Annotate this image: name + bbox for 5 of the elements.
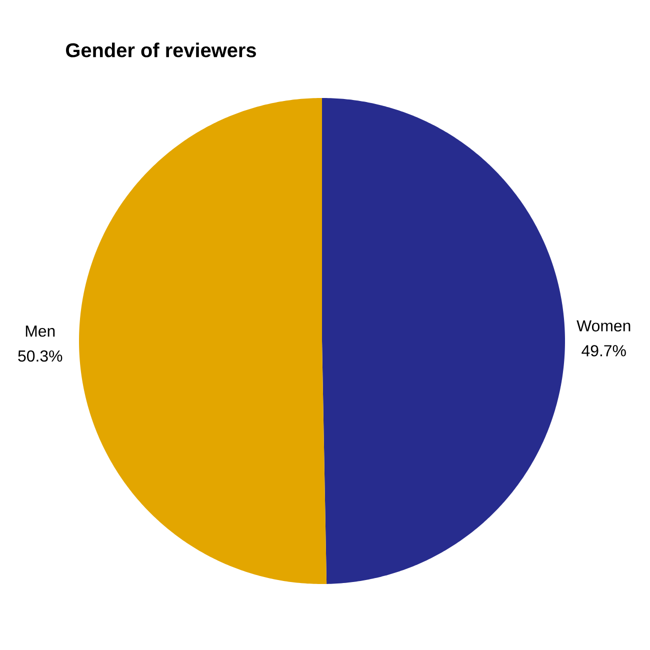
data-label: 50.3% [18,350,62,362]
slice-label: Men [26,326,55,337]
data-label: 49.7% [582,345,626,356]
slice-label: Women [576,320,630,332]
chart-title: Gender of reviewers [66,42,256,58]
